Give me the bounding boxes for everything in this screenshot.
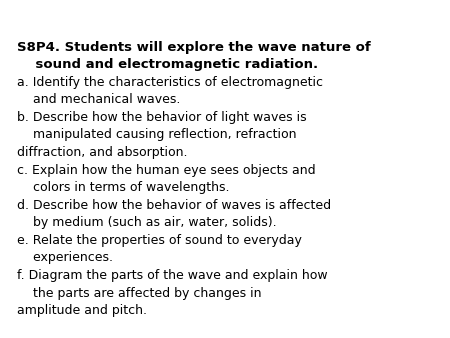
Text: sound and electromagnetic radiation.: sound and electromagnetic radiation. <box>17 58 318 71</box>
Text: f. Diagram the parts of the wave and explain how: f. Diagram the parts of the wave and exp… <box>17 269 328 282</box>
Text: c. Explain how the human eye sees objects and: c. Explain how the human eye sees object… <box>17 164 316 176</box>
Text: the parts are affected by changes in: the parts are affected by changes in <box>17 287 261 299</box>
Text: experiences.: experiences. <box>17 251 113 264</box>
Text: S8P4. Students will explore the wave nature of: S8P4. Students will explore the wave nat… <box>17 41 371 53</box>
Text: amplitude and pitch.: amplitude and pitch. <box>17 304 147 317</box>
Text: b. Describe how the behavior of light waves is: b. Describe how the behavior of light wa… <box>17 111 307 124</box>
Text: by medium (such as air, water, solids).: by medium (such as air, water, solids). <box>17 216 277 229</box>
Text: e. Relate the properties of sound to everyday: e. Relate the properties of sound to eve… <box>17 234 302 247</box>
Text: diffraction, and absorption.: diffraction, and absorption. <box>17 146 188 159</box>
Text: d. Describe how the behavior of waves is affected: d. Describe how the behavior of waves is… <box>17 199 331 212</box>
Text: manipulated causing reflection, refraction: manipulated causing reflection, refracti… <box>17 128 297 141</box>
Text: and mechanical waves.: and mechanical waves. <box>17 93 180 106</box>
Text: a. Identify the characteristics of electromagnetic: a. Identify the characteristics of elect… <box>17 76 323 89</box>
Text: colors in terms of wavelengths.: colors in terms of wavelengths. <box>17 181 230 194</box>
